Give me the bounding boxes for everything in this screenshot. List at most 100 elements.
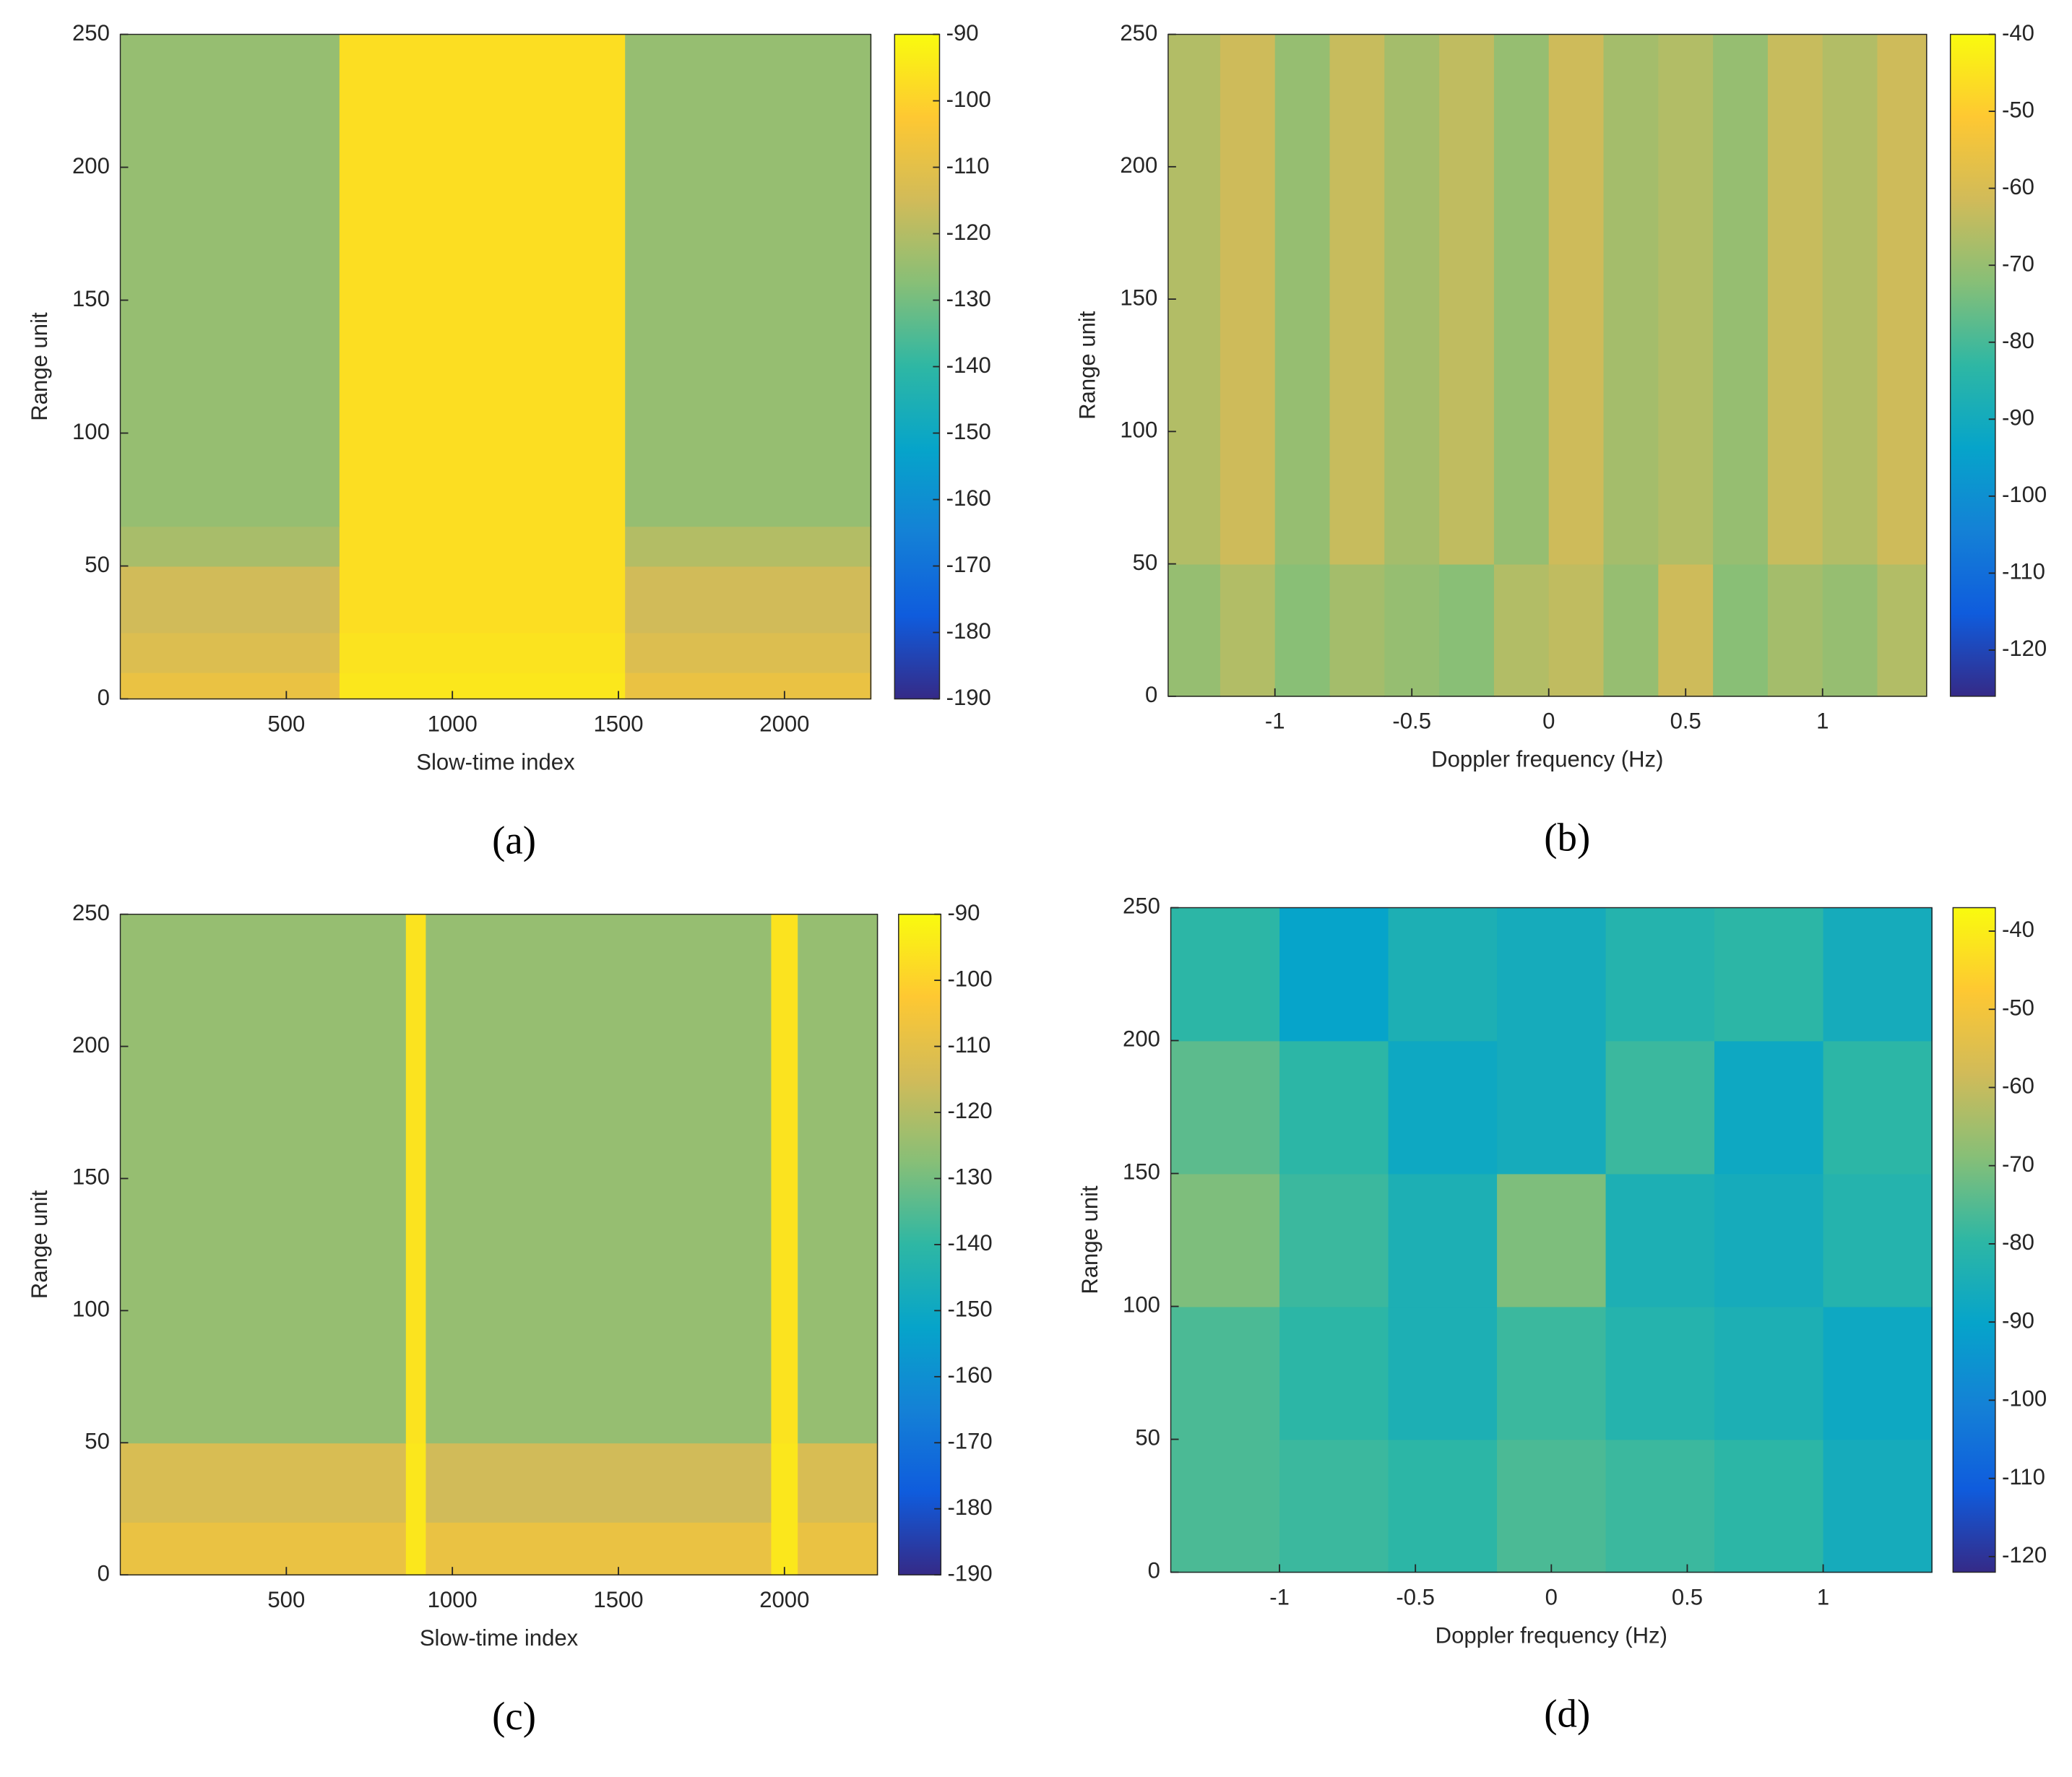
colorbar-tick-label: -160 <box>947 1362 992 1388</box>
colorbar-tick-label: -80 <box>2002 1229 2034 1255</box>
x-tick-label: 0 <box>1542 709 1555 734</box>
x-axis-label: Doppler frequency (Hz) <box>1436 1622 1667 1648</box>
heatmap-cell <box>405 1443 427 1523</box>
x-tick-label: 1500 <box>593 1587 643 1612</box>
heatmap-cell <box>426 1443 772 1523</box>
heatmap-cell <box>1497 1439 1607 1573</box>
heatmap-cell <box>1388 1439 1498 1573</box>
heatmap-cell <box>1384 34 1441 565</box>
y-axis-label: Range unit <box>1074 311 1100 420</box>
heatmap-cell <box>339 566 626 634</box>
heatmap-cell <box>1493 563 1550 697</box>
x-tick-label: 2000 <box>759 1587 809 1612</box>
heatmap-cell <box>1605 1306 1715 1440</box>
heatmap-cell <box>1329 34 1386 565</box>
y-tick-label: 0 <box>1145 682 1157 707</box>
x-tick-label: 0 <box>1545 1584 1558 1609</box>
panel-label: (d) <box>1544 1691 1590 1735</box>
x-tick-label: 1000 <box>428 711 478 736</box>
colorbar-tick-label: -130 <box>946 286 991 311</box>
colorbar-tick-label: -90 <box>946 20 979 46</box>
y-tick-label: 200 <box>72 1032 110 1058</box>
colorbar-tick-label: -90 <box>2002 405 2034 431</box>
heatmap-panel: 500 1000 1500 2000 0 50 100 150 200 250 Slow-time … <box>27 20 991 862</box>
y-tick-label: 250 <box>72 20 110 46</box>
heatmap-cell <box>120 526 340 567</box>
heatmap-cell <box>1548 34 1605 565</box>
heatmap-cell <box>1279 1306 1389 1440</box>
heatmap-cell <box>339 34 626 527</box>
x-tick-label: 0.5 <box>1672 1584 1703 1609</box>
heatmap-cell <box>1388 1040 1498 1175</box>
colorbar-tick-label: -50 <box>2002 97 2034 122</box>
colorbar-tick-label: -120 <box>946 220 991 245</box>
colorbar-tick-label: -130 <box>947 1164 992 1190</box>
heatmap-cell <box>625 632 872 673</box>
heatmap-cell <box>1713 34 1769 565</box>
heatmap-cell <box>1714 1306 1824 1440</box>
colorbar-tick-label: -160 <box>946 485 991 511</box>
colorbar-tick-label: -90 <box>947 900 980 925</box>
colorbar-tick-label: -170 <box>946 552 991 577</box>
y-tick-label: 100 <box>1123 1292 1160 1318</box>
x-tick-label: 1 <box>1817 1584 1829 1609</box>
colorbar-tick-label: -70 <box>2002 1151 2034 1177</box>
colorbar-tick-label: -60 <box>2002 1073 2034 1099</box>
y-tick-label: 50 <box>1133 550 1158 575</box>
x-axis-label: Slow-time index <box>420 1625 579 1651</box>
colorbar-tick-label: -90 <box>2002 1307 2034 1333</box>
colorbar-tick-label: -100 <box>2002 1386 2047 1411</box>
x-axis-label: Slow-time index <box>416 749 575 774</box>
heatmap-cell <box>1279 1439 1389 1573</box>
heatmap-cell <box>1439 34 1495 565</box>
heatmap-panel: 500 1000 1500 2000 0 50 100 150 200 250 Slow-time … <box>27 900 993 1738</box>
heatmap-cell <box>1167 34 1221 565</box>
y-tick-label: 0 <box>98 685 110 710</box>
heatmap-cell <box>1329 563 1386 697</box>
heatmap-cell <box>798 1522 879 1576</box>
heatmap-cell <box>1767 34 1823 565</box>
heatmap-cell <box>120 632 340 673</box>
heatmap-cell <box>1388 1306 1498 1440</box>
colorbar-tick-label: -120 <box>2002 636 2047 661</box>
heatmap-cell <box>1170 1439 1280 1573</box>
heatmap-cell <box>1713 563 1769 697</box>
colorbar <box>1952 907 1996 1573</box>
heatmap-cell <box>1279 907 1389 1042</box>
plot-frame <box>119 33 872 700</box>
heatmap-cell <box>1497 1040 1607 1175</box>
colorbar-tick-label: -140 <box>947 1230 992 1255</box>
heatmap-cell <box>1714 1173 1824 1307</box>
heatmap-cell <box>1220 34 1276 565</box>
heatmap-cell <box>1279 1040 1389 1175</box>
heatmap-cell <box>1497 907 1607 1042</box>
y-tick-label: 0 <box>98 1560 110 1586</box>
x-tick-label: 1 <box>1816 709 1829 734</box>
y-tick-label: 250 <box>1120 20 1157 46</box>
heatmap-cell <box>1388 1173 1498 1307</box>
heatmap-cell <box>339 672 626 700</box>
heatmap-cell <box>625 526 872 567</box>
heatmap-cell <box>120 672 340 700</box>
heatmap-cell <box>625 34 872 527</box>
x-tick-label: 1500 <box>593 711 643 736</box>
colorbar-tick-label: -190 <box>946 685 991 710</box>
heatmap-cell <box>1493 34 1550 565</box>
heatmap-cell <box>798 914 879 1444</box>
colorbar-tick-label: -100 <box>946 87 991 112</box>
y-tick-label: 200 <box>1123 1026 1160 1052</box>
heatmap-cell <box>771 1522 799 1576</box>
colorbar-tick-label: -110 <box>946 153 990 178</box>
heatmap-cell <box>1170 907 1280 1042</box>
colorbar-tick-label: -150 <box>947 1297 992 1322</box>
y-tick-label: 250 <box>72 900 110 925</box>
y-tick-label: 150 <box>72 286 110 311</box>
colorbar-tick-label: -40 <box>2002 917 2034 942</box>
panel-label: (a) <box>492 818 536 862</box>
colorbar-tick-label: -120 <box>2002 1542 2047 1568</box>
heatmap-cell <box>1497 1306 1607 1440</box>
heatmap-cell <box>1605 907 1715 1042</box>
x-tick-label: 500 <box>267 711 305 736</box>
colorbar-tick-label: -70 <box>2002 251 2034 276</box>
heatmap-cell <box>120 34 340 527</box>
